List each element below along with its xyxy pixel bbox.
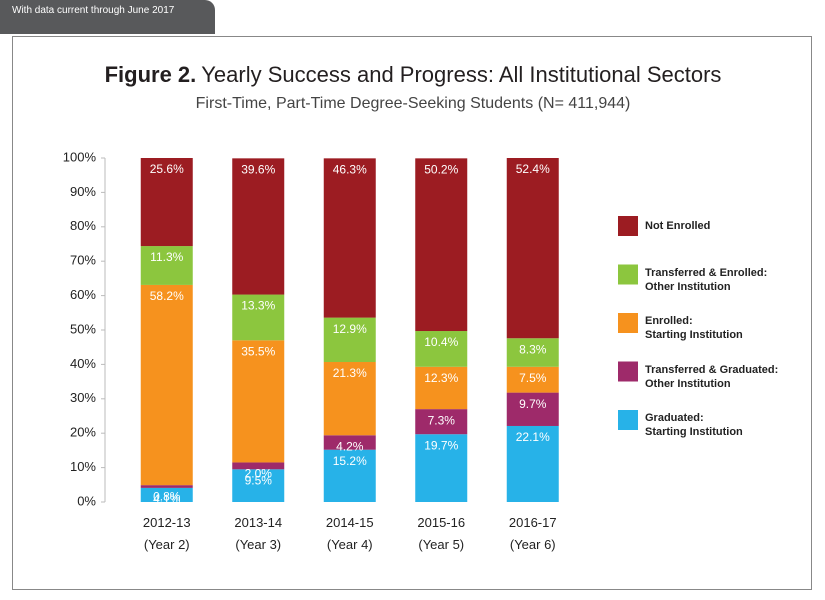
data-label: 22.1% <box>516 430 550 444</box>
x-tick-label: 2015-16 (Year 5) <box>417 515 466 552</box>
data-label: 19.7% <box>424 438 458 452</box>
data-label: 52.4% <box>516 162 550 176</box>
y-tick-label: 40% <box>70 356 96 371</box>
data-label: 58.2% <box>150 289 184 303</box>
frame <box>12 36 812 590</box>
legend-label: Not Enrolled <box>645 220 711 232</box>
bar-segment <box>232 158 285 295</box>
x-tick-label: 2016-17 (Year 6) <box>508 515 557 552</box>
bar-segment <box>232 462 285 470</box>
data-label: 7.5% <box>519 371 547 385</box>
legend-label: Enrolled: Starting Institution <box>645 315 743 341</box>
bar-segment <box>506 158 559 339</box>
data-label: 35.5% <box>241 344 275 358</box>
bar-segment <box>323 435 376 450</box>
bar-segment <box>140 246 193 285</box>
bar-segment <box>323 361 376 436</box>
legend-swatch <box>618 216 638 236</box>
bar-segment <box>323 158 376 318</box>
chart-title: Figure 2. Yearly Success and Progress: Al… <box>105 62 722 87</box>
data-label: 9.7% <box>519 397 547 411</box>
y-tick-label: 30% <box>70 390 96 405</box>
data-label: 46.3% <box>333 163 367 177</box>
header-tab: With data current through June 2017 <box>0 0 215 34</box>
bar-segment <box>506 392 559 426</box>
y-tick-label: 70% <box>70 253 96 268</box>
bar-segment <box>323 317 376 362</box>
data-label: 4.2% <box>336 439 364 453</box>
data-label: 10.4% <box>424 335 458 349</box>
bar-segment <box>415 409 468 435</box>
bar-segment <box>140 158 193 247</box>
data-label: 9.5% <box>245 473 273 487</box>
data-label: 12.3% <box>424 371 458 385</box>
y-tick-label: 80% <box>70 218 96 233</box>
x-tick-label: 2013-14 (Year 3) <box>234 515 283 552</box>
bar-segment <box>506 425 559 502</box>
data-label: 15.2% <box>333 454 367 468</box>
bar-segment <box>415 331 468 367</box>
legend-swatch <box>618 410 638 430</box>
bar-segment <box>415 366 468 410</box>
y-tick-label: 90% <box>70 184 96 199</box>
legend-swatch <box>618 264 638 285</box>
data-label: 13.3% <box>241 299 275 313</box>
bar-segment <box>506 338 559 367</box>
bar-segment <box>232 340 285 463</box>
legend-label: Graduated: Starting Institution <box>645 412 743 438</box>
x-tick-label: 2014-15 (Year 4) <box>325 515 374 552</box>
legend-swatch <box>618 313 638 333</box>
data-label: 50.2% <box>424 163 458 177</box>
legend-label: Transferred & Enrolled: Other Institutio… <box>645 266 768 293</box>
y-tick-label: 20% <box>70 425 96 440</box>
data-label: 8.3% <box>519 342 547 356</box>
legend-swatch <box>618 361 638 382</box>
x-tick-label: 2012-13 (Year 2) <box>142 515 191 552</box>
y-tick-label: 50% <box>70 321 96 336</box>
bar-segment <box>140 487 193 502</box>
data-label: 21.3% <box>333 366 367 380</box>
y-tick-label: 0% <box>77 493 96 508</box>
data-label: 11.3% <box>150 250 183 264</box>
bar-segment <box>140 284 193 486</box>
data-label: 12.9% <box>333 322 367 336</box>
bar-segment <box>506 366 559 393</box>
bar-segment <box>140 485 193 488</box>
y-tick-label: 60% <box>70 287 96 302</box>
bar-segment <box>232 294 285 341</box>
data-label: 0.8% <box>153 489 181 503</box>
data-label: 39.6% <box>241 163 275 177</box>
bar-segment <box>415 158 468 332</box>
y-tick-label: 100% <box>63 149 97 164</box>
data-label: 25.6% <box>150 162 184 176</box>
bar-segment <box>415 434 468 502</box>
legend-label: Transferred & Graduated: Other Instituti… <box>645 363 779 390</box>
bar-segment <box>323 449 376 502</box>
title-label: Figure 2. <box>105 62 197 87</box>
chart-subtitle: First-Time, Part-Time Degree-Seeking Stu… <box>196 95 631 112</box>
y-tick-label: 10% <box>70 459 96 474</box>
data-label: 7.3% <box>428 413 456 427</box>
bar-segment <box>232 469 285 502</box>
data-label: 2.0% <box>245 467 273 481</box>
data-label: 4.1% <box>153 492 181 506</box>
title-text: Yearly Success and Progress: All Institu… <box>201 62 721 87</box>
